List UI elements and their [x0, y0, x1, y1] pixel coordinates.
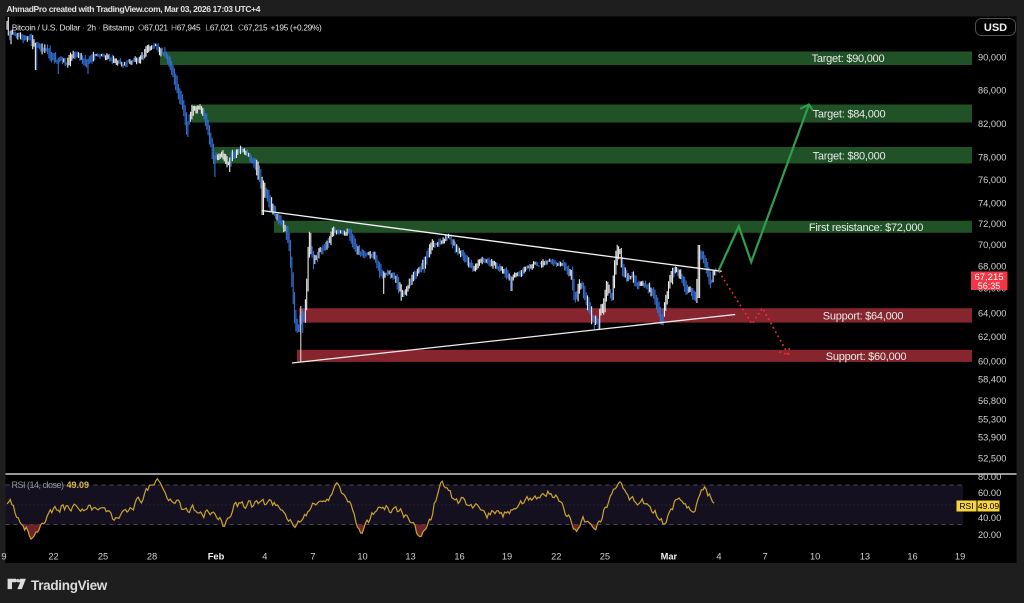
svg-text:RSI: RSI [959, 501, 973, 511]
svg-text:22: 22 [551, 551, 561, 561]
svg-text:55,300: 55,300 [978, 414, 1006, 424]
svg-text:7: 7 [763, 551, 768, 561]
svg-text:+195 (+0.29%): +195 (+0.29%) [271, 23, 323, 33]
svg-text:60,000: 60,000 [978, 356, 1006, 366]
svg-text:L67,021: L67,021 [206, 23, 235, 33]
svg-text:First resistance: $72,000: First resistance: $72,000 [809, 222, 923, 234]
svg-text:19: 19 [502, 551, 512, 561]
svg-text:Bitcoin / U.S. Dollar · 2h · B: Bitcoin / U.S. Dollar · 2h · Bitstamp [12, 23, 135, 33]
svg-text:49.09: 49.09 [67, 480, 90, 490]
svg-text:7: 7 [310, 551, 315, 561]
svg-text:58,400: 58,400 [978, 374, 1006, 384]
svg-text:16: 16 [907, 551, 917, 561]
svg-text:22: 22 [48, 551, 58, 561]
svg-text:O67,021: O67,021 [138, 23, 168, 33]
svg-text:78,000: 78,000 [978, 152, 1006, 162]
svg-text:16: 16 [454, 551, 464, 561]
svg-text:40.00: 40.00 [978, 513, 1001, 523]
svg-text:TradingView: TradingView [31, 578, 108, 593]
svg-text:Feb: Feb [208, 551, 225, 561]
svg-text:25: 25 [98, 551, 108, 561]
svg-text:Target: $84,000: Target: $84,000 [813, 109, 886, 121]
svg-text:68,000: 68,000 [978, 261, 1006, 271]
svg-text:76,000: 76,000 [978, 175, 1006, 185]
svg-text:9: 9 [1, 551, 6, 561]
svg-text:74,000: 74,000 [978, 198, 1006, 208]
svg-text:19: 19 [955, 551, 965, 561]
svg-text:72,000: 72,000 [978, 219, 1006, 229]
svg-text:USD: USD [984, 22, 1007, 34]
svg-text:64,000: 64,000 [978, 308, 1006, 318]
svg-text:Mar: Mar [661, 551, 678, 561]
svg-text:13: 13 [405, 551, 415, 561]
svg-text:4: 4 [716, 551, 721, 561]
svg-text:56:35: 56:35 [978, 281, 1001, 291]
svg-text:C67,215: C67,215 [238, 23, 268, 33]
svg-text:Target: $80,000: Target: $80,000 [813, 150, 886, 162]
svg-text:70,000: 70,000 [978, 240, 1006, 250]
svg-text:10: 10 [357, 551, 367, 561]
svg-text:10: 10 [810, 551, 820, 561]
svg-text:4: 4 [262, 551, 267, 561]
svg-text:52,500: 52,500 [978, 453, 1006, 463]
svg-text:60.00: 60.00 [978, 488, 1001, 498]
svg-text:13: 13 [860, 551, 870, 561]
svg-text:RSI (14, close): RSI (14, close) [12, 480, 65, 490]
svg-text:49.09: 49.09 [978, 501, 1000, 511]
svg-text:25: 25 [600, 551, 610, 561]
svg-text:56,800: 56,800 [978, 396, 1006, 406]
svg-text:90,000: 90,000 [978, 52, 1006, 62]
svg-text:53,900: 53,900 [978, 432, 1006, 442]
svg-text:H67,945: H67,945 [171, 23, 201, 33]
svg-text:28: 28 [147, 551, 157, 561]
svg-text:82,000: 82,000 [978, 119, 1006, 129]
svg-text:Target: $90,000: Target: $90,000 [812, 53, 885, 65]
svg-text:86,000: 86,000 [978, 85, 1006, 95]
svg-text:Support: $60,000: Support: $60,000 [826, 351, 907, 363]
svg-text:80.00: 80.00 [978, 472, 1001, 482]
svg-text:AhmadPro created with TradingV: AhmadPro created with TradingView.com, M… [7, 4, 261, 14]
svg-text:62,000: 62,000 [978, 332, 1006, 342]
svg-text:Support: $64,000: Support: $64,000 [823, 310, 904, 322]
svg-text:20.00: 20.00 [978, 530, 1001, 540]
svg-text:67,215: 67,215 [974, 272, 1003, 283]
